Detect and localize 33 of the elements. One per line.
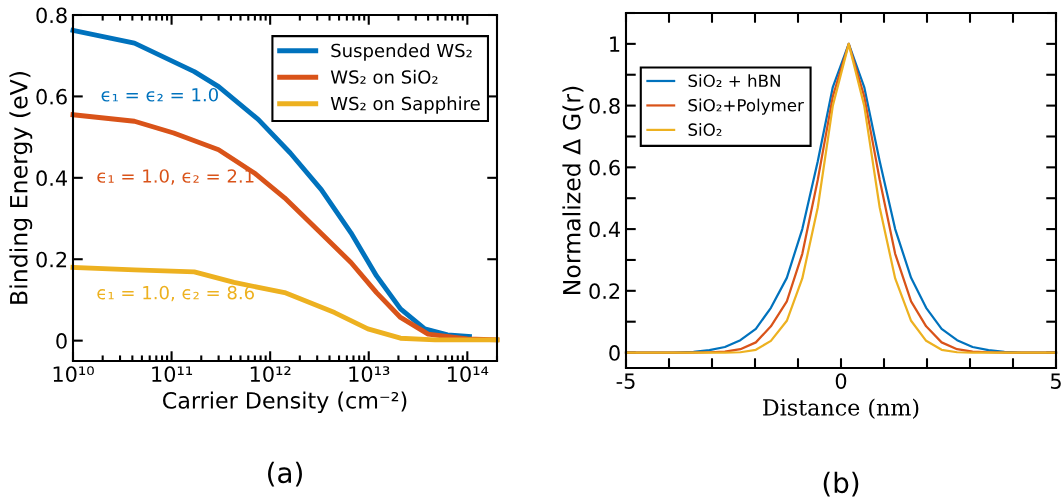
- y-tick-label: 0: [56, 333, 67, 349]
- text: (b): [823, 471, 859, 497]
- y-tick-label: 0.2: [36, 251, 67, 268]
- x-tick-label: 10¹¹: [152, 366, 193, 382]
- y-tick-label: 0.2: [589, 283, 620, 300]
- legend-label: SiO₂ + hBN: [688, 74, 780, 88]
- legend-label: SiO₂: [688, 123, 722, 136]
- legend-label: WS₂ on Sapphire: [330, 96, 480, 114]
- text: (a): [268, 461, 302, 487]
- x-tick-label: 10¹³: [349, 366, 390, 382]
- x-tick-label: 0: [835, 373, 847, 389]
- x-tick-label: -5: [616, 373, 635, 389]
- y-tick-label: 0.4: [589, 221, 620, 238]
- x-tick-label: 10¹⁰: [53, 366, 94, 382]
- y-tick-label: 0.8: [36, 7, 67, 24]
- y-axis-title: Normalized Δ G(r): [562, 86, 584, 294]
- x-axis-title: Carrier Density (cm⁻²): [163, 391, 407, 414]
- y-tick-label: 1: [610, 36, 620, 52]
- legend-label: WS₂ on SiO₂: [330, 69, 438, 84]
- line-series: [624, 42, 1058, 354]
- legend-label: Suspended WS₂: [331, 43, 472, 61]
- y-axis-title: Binding Energy (eV): [9, 72, 33, 304]
- annotation: ϵ₁ = ϵ₂ = 1.0: [101, 87, 218, 102]
- x-tick-label: 10¹⁴: [448, 366, 489, 382]
- legend-label: SiO₂+Polymer: [688, 98, 804, 115]
- y-tick-label: 0.4: [36, 170, 67, 187]
- y-tick-label: 0: [609, 345, 620, 361]
- x-tick-label: 10¹²: [250, 366, 291, 382]
- x-tick-label: 5: [1050, 373, 1061, 389]
- y-tick-label: 0.6: [589, 159, 620, 176]
- y-tick-label: 0.8: [589, 98, 620, 114]
- y-tick-label: 0.6: [36, 88, 67, 105]
- x-axis-title: Distance (nm): [763, 398, 919, 419]
